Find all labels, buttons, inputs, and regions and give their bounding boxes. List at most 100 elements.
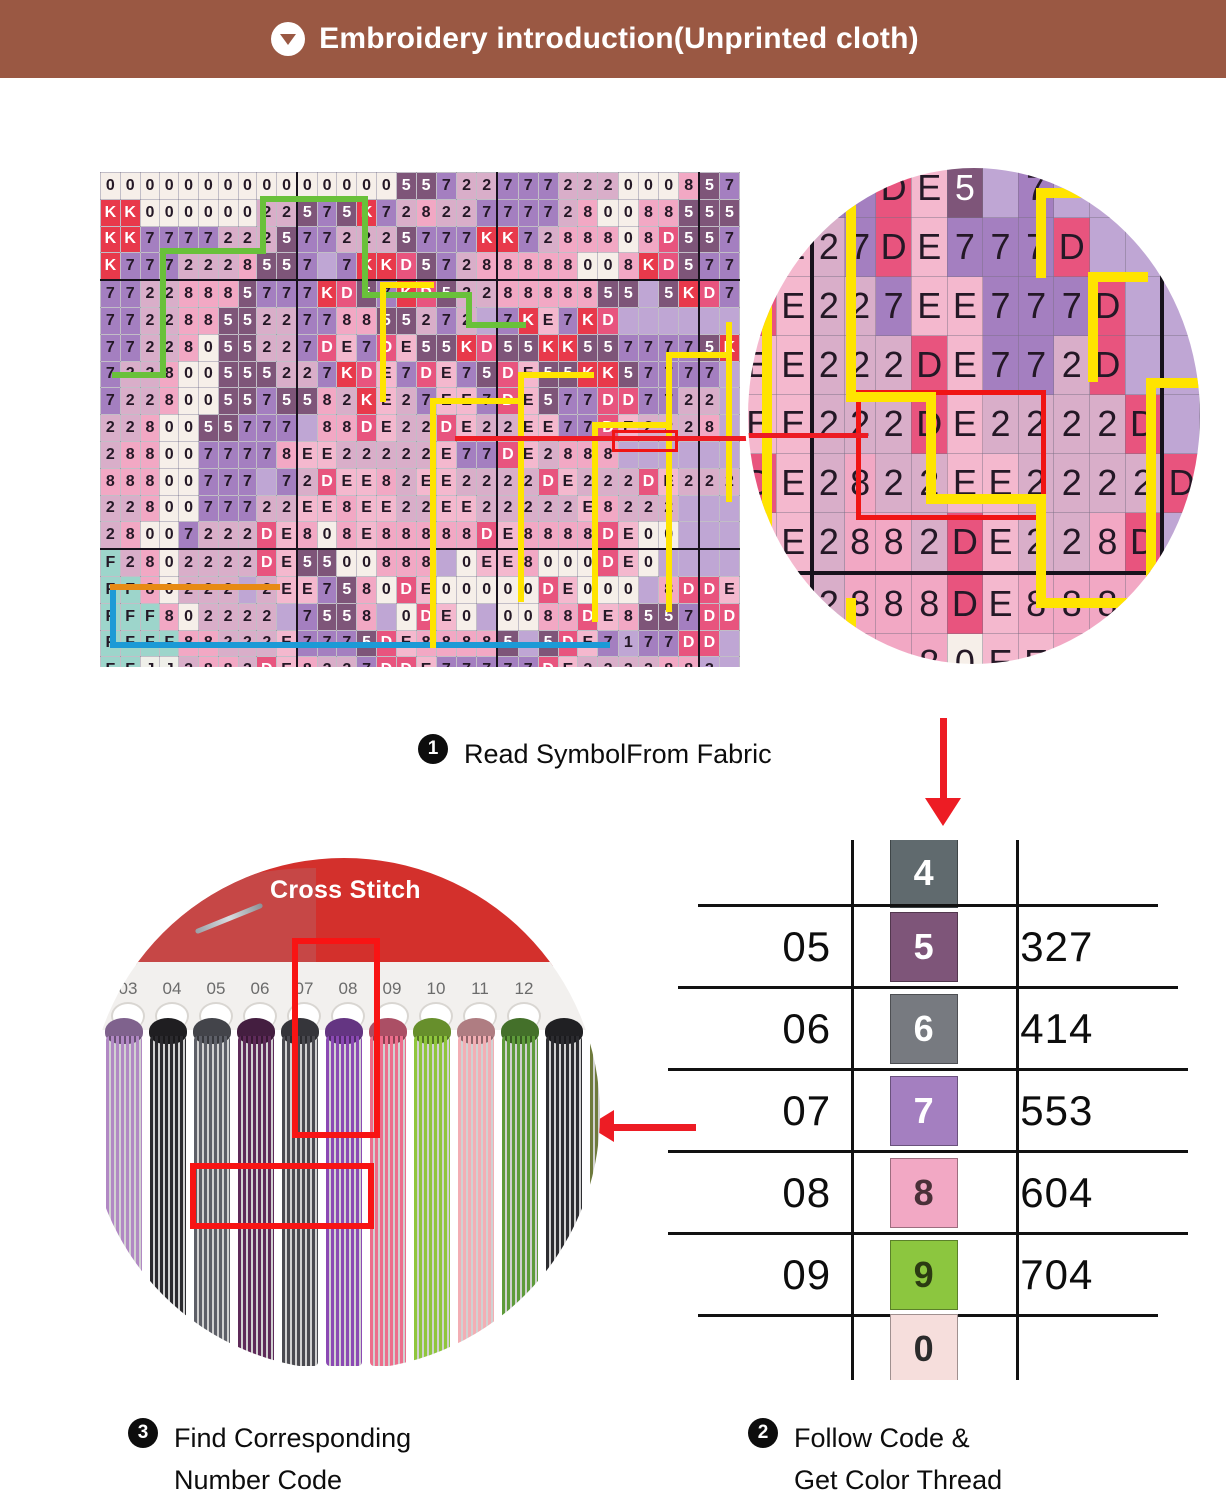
- chart-cell: 7: [517, 172, 539, 200]
- chart-cell: 0: [395, 602, 417, 631]
- chart-cell: 8: [577, 225, 599, 254]
- chart-cell: D: [316, 467, 338, 496]
- chart-cell: 8: [197, 306, 219, 335]
- magnified-cell: 2: [811, 572, 846, 634]
- chart-cell: 7: [637, 387, 660, 416]
- chart-cell: 0: [597, 575, 619, 604]
- code-table-row[interactable]: 0: [668, 1314, 1188, 1380]
- chart-cell: 5: [336, 575, 358, 604]
- chart-cell: 7: [496, 198, 519, 227]
- chart-cell: 5: [395, 172, 417, 200]
- chart-cell: [316, 252, 338, 282]
- code-table-row[interactable]: 05 5 327: [668, 906, 1188, 988]
- chart-cell: [617, 306, 639, 335]
- chart-cell: [678, 548, 701, 577]
- magnified-cell: 2: [1017, 453, 1055, 513]
- thread-skein[interactable]: [542, 1018, 586, 1370]
- chart-region-outline: [466, 322, 526, 328]
- chart-cell: 0: [139, 521, 161, 551]
- chart-cell: 7: [256, 414, 278, 442]
- chart-cell: F: [119, 656, 141, 667]
- thread-skein[interactable]: [586, 1018, 600, 1370]
- chart-region-outline: [430, 398, 520, 404]
- color-swatch: 0: [889, 1314, 958, 1380]
- thread-selection-box: [292, 938, 380, 1138]
- thread-skein[interactable]: [102, 1018, 146, 1370]
- chart-cell: D: [698, 575, 720, 604]
- magnified-cell: [775, 168, 814, 218]
- chart-cell: 7: [139, 225, 161, 254]
- chart-region-outline: [518, 372, 594, 378]
- chart-cell: D: [637, 467, 660, 496]
- chart-cell: 2: [435, 198, 457, 227]
- step-3-label: 3 Find Corresponding Number Code: [128, 1418, 411, 1502]
- thread-skein[interactable]: [454, 1018, 498, 1370]
- chart-cell: [617, 440, 639, 469]
- code-table-row[interactable]: 4: [668, 840, 1188, 908]
- thread-skein[interactable]: [190, 1018, 234, 1370]
- magnified-cell: 2: [1124, 453, 1165, 513]
- chart-cell: 5: [336, 602, 358, 631]
- chart-cell: E: [276, 575, 298, 604]
- chart-cell: 7: [496, 306, 519, 335]
- chart-cell: [718, 656, 740, 667]
- chart-cell: 8: [356, 575, 377, 604]
- magnified-cell: E: [775, 335, 814, 395]
- chart-cell: 0: [197, 387, 219, 416]
- chart-cell: [698, 521, 720, 551]
- thread-skein[interactable]: [498, 1018, 542, 1370]
- thread-skein[interactable]: [278, 1018, 322, 1370]
- chart-cell: 0: [159, 467, 180, 496]
- chart-cell: K: [496, 225, 519, 254]
- magnified-cell: E: [910, 276, 948, 336]
- thread-skein[interactable]: [410, 1018, 454, 1370]
- chart-cell: E: [435, 360, 457, 389]
- chart-cell: 7: [197, 494, 219, 523]
- magnified-cell: 2: [875, 394, 912, 454]
- header-inner: Embroidery introduction(Unprinted cloth): [271, 22, 919, 56]
- chart-region-outline: [160, 248, 266, 254]
- chart-cell: 0: [617, 198, 639, 227]
- code-table-row[interactable]: 07 7 553: [668, 1070, 1188, 1152]
- code-table-row[interactable]: 08 8 604: [668, 1152, 1188, 1234]
- chart-cell: 2: [316, 656, 338, 667]
- thread-skein[interactable]: [146, 1018, 190, 1370]
- thread-skein[interactable]: [234, 1018, 278, 1370]
- magnified-cell: [1124, 276, 1165, 336]
- chart-cell: E: [557, 656, 579, 667]
- chart-region-outline: [592, 422, 668, 428]
- code-table-row[interactable]: 06 6 414: [668, 988, 1188, 1070]
- thread-skein[interactable]: [322, 1018, 366, 1370]
- chart-cell: 2: [537, 494, 559, 523]
- chart-cell: 2: [296, 360, 318, 389]
- magnified-cell: 7: [982, 335, 1019, 395]
- chart-cell: 0: [617, 575, 639, 604]
- chart-cell: E: [276, 656, 298, 667]
- code-table-row[interactable]: 09 9 704: [668, 1234, 1188, 1316]
- magnified-cell: 2: [811, 512, 846, 575]
- chart-cell: 8: [698, 414, 720, 442]
- chart-cell: 0: [356, 172, 377, 200]
- chart-cell: [678, 440, 701, 469]
- magnified-cell: 2: [1053, 335, 1091, 395]
- magnified-cell: E: [775, 572, 814, 634]
- chart-cell: 5: [617, 360, 639, 389]
- chart-cell: 5: [237, 360, 258, 389]
- chart-cell: 7: [119, 252, 141, 282]
- chart-cell: 2: [496, 467, 519, 496]
- chart-cell: 0: [178, 602, 199, 631]
- chart-cell: 7: [159, 225, 180, 254]
- chart-cell: 7: [455, 656, 478, 667]
- chart-cell: K: [100, 198, 121, 227]
- thread-slot-number: 06: [250, 979, 270, 998]
- chart-cell: 2: [197, 521, 219, 551]
- magnified-cell: D: [875, 168, 912, 218]
- chart-cell: 8: [139, 414, 161, 442]
- chart-cell: 2: [376, 225, 397, 254]
- chart-cell: 0: [658, 172, 680, 200]
- chart-cell: 2: [617, 494, 639, 523]
- chart-cell: 5: [296, 387, 318, 416]
- chart-region-outline: [110, 584, 116, 646]
- magnifier-connector-top: [455, 436, 755, 441]
- chart-cell: 0: [159, 172, 180, 200]
